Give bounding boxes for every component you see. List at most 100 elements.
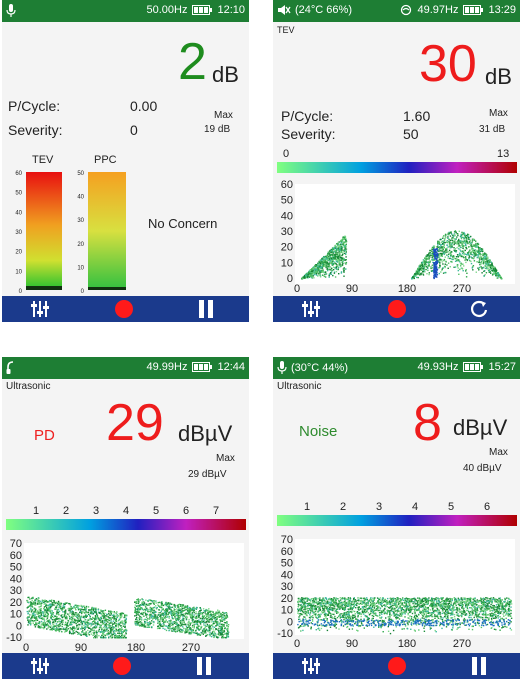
scatter-point	[171, 612, 173, 614]
scatter-point	[160, 623, 162, 626]
scatter-point	[63, 603, 66, 606]
scatter-point	[149, 609, 152, 611]
record-icon[interactable]	[112, 656, 132, 676]
scatter-point	[205, 629, 207, 632]
scatter-point	[84, 628, 86, 631]
scatter-point	[320, 264, 322, 266]
scatter-point	[454, 230, 457, 232]
scatter-point	[162, 614, 164, 616]
scatter-point	[319, 264, 321, 267]
record-icon[interactable]	[387, 299, 407, 319]
scatter-point	[146, 607, 148, 610]
scatter-point	[343, 267, 345, 269]
scatter-point	[335, 268, 338, 270]
scatter-point	[486, 264, 488, 266]
scatter-point	[82, 630, 84, 632]
scatter-point	[38, 608, 41, 610]
pause-icon[interactable]	[196, 299, 216, 319]
scatter-point	[338, 261, 341, 263]
scatter-point	[147, 600, 150, 602]
scatter-point	[183, 613, 185, 615]
scatter-point	[73, 619, 76, 621]
scatter-point	[78, 608, 81, 610]
scatter-point	[158, 609, 160, 611]
scatter-point	[459, 246, 462, 249]
scatter-point	[304, 277, 306, 279]
scatter-point	[330, 250, 332, 252]
scatter-point	[450, 243, 453, 245]
scatter-point	[470, 248, 473, 250]
scatter-point	[164, 613, 166, 615]
scatter-point	[168, 606, 170, 608]
scatter-point	[134, 601, 136, 603]
scatter-point	[49, 623, 52, 625]
scatter-point	[462, 245, 464, 247]
scatter-point	[335, 265, 338, 268]
record-icon[interactable]	[114, 299, 134, 319]
scatter-point	[428, 265, 430, 267]
scatter-point	[322, 261, 324, 263]
scatter-point	[310, 276, 313, 279]
scatter-point	[197, 633, 200, 636]
scatter-point	[116, 613, 118, 616]
scatter-point	[95, 612, 97, 614]
sliders-icon[interactable]	[30, 299, 50, 319]
scatter-point	[53, 600, 55, 602]
scatter-point	[116, 616, 118, 618]
scatter-point	[451, 233, 453, 235]
scatter-point	[412, 276, 414, 278]
scatter-point	[104, 621, 106, 624]
scatter-point	[332, 253, 334, 256]
scatter-point	[35, 618, 37, 620]
scatter-point	[339, 247, 341, 249]
scatter-point	[142, 603, 145, 605]
scatter-point	[187, 626, 190, 629]
scale-tick-label: 7	[213, 505, 219, 517]
scatter-point	[469, 249, 471, 251]
scatter-point	[158, 627, 161, 630]
scatter-point	[94, 627, 97, 629]
scatter-point	[339, 245, 342, 247]
scatter-point	[145, 618, 147, 621]
scatter-point	[195, 630, 197, 632]
pause-icon[interactable]	[194, 656, 214, 676]
scatter-point	[125, 632, 127, 634]
x-tick-labels: 0 90 180 270	[294, 283, 471, 295]
reset-icon[interactable]	[469, 299, 489, 319]
scatter-point	[316, 270, 318, 272]
scatter-point	[29, 609, 31, 611]
scatter-point	[50, 612, 52, 615]
scatter-point	[116, 611, 118, 613]
p-cycle-label: P/Cycle:	[8, 98, 61, 114]
scatter-point	[345, 256, 347, 258]
scatter-point	[169, 625, 171, 627]
scatter-point	[437, 242, 439, 245]
sliders-icon[interactable]	[30, 656, 50, 676]
battery-icon	[192, 5, 213, 15]
scatter-point	[168, 605, 171, 607]
scatter-point	[482, 258, 484, 260]
scatter-point	[422, 265, 424, 267]
scatter-point	[40, 617, 43, 620]
scatter-point	[473, 252, 475, 254]
scatter-point	[470, 252, 472, 254]
scatter-point	[98, 617, 100, 620]
scatter-point	[152, 602, 155, 604]
scatter-point	[431, 258, 434, 260]
scatter-point	[44, 613, 47, 616]
scatter-point	[31, 609, 34, 611]
scatter-point	[94, 616, 97, 618]
sliders-icon[interactable]	[301, 299, 321, 319]
scatter-point	[61, 609, 63, 611]
scatter-point	[487, 260, 489, 262]
scatter-point	[181, 631, 183, 633]
scatter-point	[63, 627, 65, 629]
scatter-point	[203, 624, 205, 626]
scatter-point	[86, 614, 88, 617]
y-tick-label: 20	[281, 593, 293, 605]
scatter-point	[46, 622, 49, 625]
scatter-point	[195, 606, 198, 609]
scatter-point	[166, 609, 168, 611]
scatter-point	[469, 240, 471, 242]
scatter-point	[108, 637, 110, 639]
